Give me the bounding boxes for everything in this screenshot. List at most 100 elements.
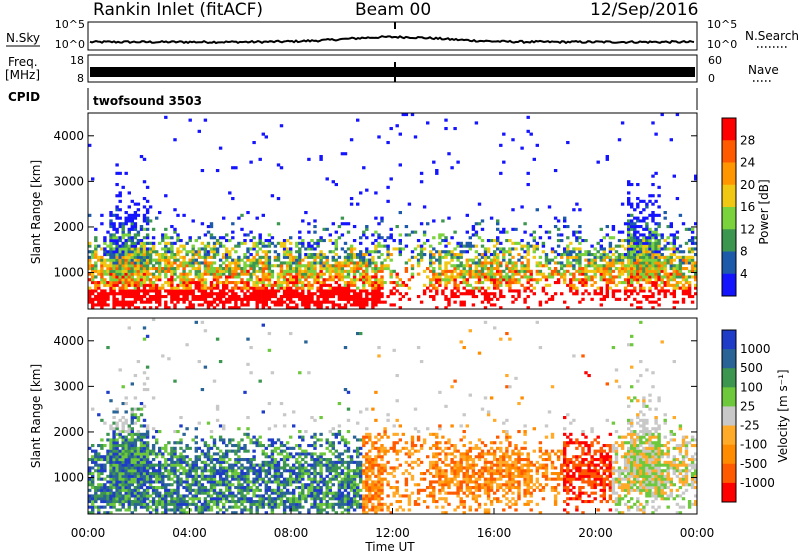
heatmap-cell	[533, 292, 536, 295]
heatmap-cell	[122, 500, 125, 503]
heatmap-cell	[487, 270, 490, 273]
heatmap-cell	[170, 250, 173, 253]
heatmap-cell	[630, 250, 633, 253]
heatmap-cell	[259, 489, 262, 492]
heatmap-cell	[246, 247, 249, 250]
heatmap-cell	[560, 233, 563, 236]
heatmap-cell	[234, 245, 237, 248]
heatmap-cell	[125, 256, 128, 259]
heatmap-cell	[280, 267, 283, 270]
heatmap-cell	[307, 492, 310, 495]
heatmap-cell	[508, 289, 511, 292]
heatmap-cell	[228, 458, 231, 461]
heatmap-cell	[268, 284, 271, 287]
heatmap-cell	[566, 270, 569, 273]
heatmap-cell	[167, 483, 170, 486]
heatmap-cell	[651, 183, 654, 186]
heatmap-cell	[426, 287, 429, 290]
heatmap-cell	[304, 247, 307, 250]
heatmap-cell	[429, 295, 432, 298]
heatmap-cell	[627, 289, 630, 292]
colorbar-tick-label: 12	[740, 222, 755, 236]
heatmap-cell	[359, 236, 362, 239]
heatmap-cell	[119, 508, 122, 511]
heatmap-cell	[88, 295, 91, 298]
heatmap-cell	[195, 506, 198, 509]
heatmap-cell	[234, 287, 237, 290]
heatmap-cell	[645, 245, 648, 248]
heatmap-cell	[143, 256, 146, 259]
heatmap-cell	[316, 298, 319, 301]
heatmap-cell	[548, 236, 551, 239]
heatmap-cell	[140, 469, 143, 472]
heatmap-cell	[152, 275, 155, 278]
heatmap-cell	[444, 256, 447, 259]
heatmap-cell	[137, 292, 140, 295]
heatmap-cell	[353, 261, 356, 264]
heatmap-cell	[161, 247, 164, 250]
heatmap-cell	[222, 497, 225, 500]
heatmap-cell	[283, 483, 286, 486]
heatmap-cell	[164, 458, 167, 461]
heatmap-cell	[316, 278, 319, 281]
heatmap-cell	[109, 278, 112, 281]
heatmap-cell	[326, 264, 329, 267]
heatmap-cell	[295, 278, 298, 281]
heatmap-cell	[380, 270, 383, 273]
heatmap-cell	[362, 284, 365, 287]
heatmap-cell	[265, 292, 268, 295]
heatmap-cell	[240, 214, 243, 217]
heatmap-cell	[450, 253, 453, 256]
heatmap-cell	[682, 222, 685, 225]
heatmap-cell	[670, 284, 673, 287]
heatmap-cell	[100, 486, 103, 489]
heatmap-cell	[530, 270, 533, 273]
heatmap-cell	[109, 447, 112, 450]
heatmap-cell	[234, 284, 237, 287]
heatmap-cell	[371, 289, 374, 292]
heatmap-cell	[563, 278, 566, 281]
heatmap-cell	[645, 273, 648, 276]
heatmap-cell	[97, 489, 100, 492]
heatmap-cell	[365, 267, 368, 270]
heatmap-cell	[292, 478, 295, 481]
heatmap-cell	[115, 492, 118, 495]
heatmap-cell	[603, 278, 606, 281]
heatmap-cell	[688, 261, 691, 264]
heatmap-cell	[286, 284, 289, 287]
heatmap-cell	[103, 239, 106, 242]
heatmap-cell	[179, 275, 182, 278]
heatmap-cell	[201, 287, 204, 290]
heatmap-cell	[347, 253, 350, 256]
heatmap-cell	[115, 194, 118, 197]
heatmap-cell	[125, 270, 128, 273]
heatmap-cell	[298, 242, 301, 245]
heatmap-cell	[295, 486, 298, 489]
heatmap-cell	[225, 480, 228, 483]
heatmap-cell	[128, 438, 131, 441]
heatmap-cell	[225, 452, 228, 455]
heatmap-cell	[283, 464, 286, 467]
heatmap-cell	[280, 298, 283, 301]
heatmap-cell	[128, 292, 131, 295]
heatmap-cell	[134, 259, 137, 262]
heatmap-cell	[173, 480, 176, 483]
heatmap-cell	[182, 503, 185, 506]
heatmap-cell	[103, 281, 106, 284]
heatmap-cell	[295, 503, 298, 506]
heatmap-cell	[499, 295, 502, 298]
heatmap-cell	[399, 163, 402, 166]
heatmap-cell	[676, 256, 679, 259]
heatmap-cell	[621, 253, 624, 256]
heatmap-cell	[201, 281, 204, 284]
heatmap-cell	[125, 211, 128, 214]
heatmap-cell	[517, 270, 520, 273]
heatmap-cell	[365, 295, 368, 298]
heatmap-cell	[137, 478, 140, 481]
heatmap-cell	[569, 278, 572, 281]
heatmap-cell	[335, 275, 338, 278]
heatmap-cell	[237, 458, 240, 461]
heatmap-cell	[109, 222, 112, 225]
heatmap-cell	[182, 461, 185, 464]
heatmap-cell	[249, 466, 252, 469]
